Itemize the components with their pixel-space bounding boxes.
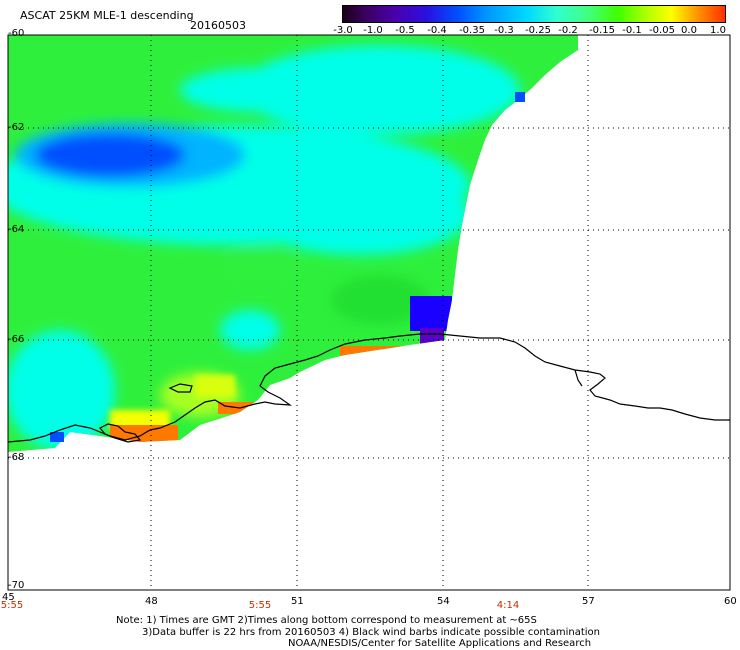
colorbar-label: -3.0	[333, 25, 353, 36]
time-label: 5:55	[248, 600, 272, 611]
time-label: 5:55	[0, 600, 24, 611]
purple-patch	[420, 328, 444, 346]
blue-pixel	[515, 92, 525, 102]
note-line-3: NOAA/NESDIS/Center for Satellite Applica…	[288, 638, 592, 649]
cyan-band-southwest	[8, 330, 115, 450]
blue-pixel-sw	[50, 432, 64, 442]
lat-tick-60: -60	[8, 28, 25, 39]
mle-swath	[8, 35, 578, 452]
cyan-band-east	[250, 175, 470, 255]
lat-tick-62: -62	[8, 122, 25, 133]
colorbar-label: -0.3	[494, 25, 514, 36]
lon-tick-45: 45	[2, 592, 15, 603]
cyan-north-west	[180, 68, 330, 112]
lon-tick-54: 54	[437, 596, 450, 607]
blue-core	[35, 133, 185, 177]
note-line-1: Note: 1) Times are GMT 2)Times along bot…	[116, 615, 537, 626]
lon-tick-51: 51	[291, 596, 304, 607]
colorbar	[342, 5, 726, 23]
lat-tick-70: -70	[8, 580, 25, 591]
colorbar-label: 1.0	[710, 25, 726, 36]
cyan-patch	[220, 310, 280, 350]
cyan-band-north	[240, 45, 520, 135]
lat-tick-66: -66	[8, 334, 25, 345]
map-date: 20160503	[190, 19, 246, 32]
lat-tick-64: -64	[8, 224, 25, 235]
yellow-patch-2	[195, 375, 235, 397]
colorbar-label: -0.35	[459, 25, 485, 36]
colorbar-label: -0.15	[589, 25, 615, 36]
coastline-island-2	[168, 383, 193, 393]
colorbar-label: -1.0	[363, 25, 383, 36]
time-label: 4:14	[496, 600, 520, 611]
lon-tick-48: 48	[145, 596, 158, 607]
green-patch	[215, 250, 305, 290]
colorbar-label: -0.4	[427, 25, 447, 36]
lat-tick-68: -68	[8, 452, 25, 463]
deep-blue-patch	[410, 296, 452, 331]
lon-tick-60: 60	[724, 596, 737, 607]
colorbar-label: -0.05	[649, 25, 675, 36]
colorbar-label: -0.1	[622, 25, 642, 36]
coastline-spur	[574, 369, 583, 387]
colorbar-label: 0.0	[681, 25, 697, 36]
coastline	[7, 333, 730, 443]
coastline-island	[99, 423, 142, 443]
colorbar-label: -0.5	[395, 25, 415, 36]
map-frame	[7, 34, 731, 591]
map-title: ASCAT 25KM MLE-1 descending	[20, 9, 194, 22]
note-line-2: 3)Data buffer is 22 hrs from 20160503 4)…	[142, 627, 600, 638]
colorbar-label: -0.25	[525, 25, 551, 36]
lon-tick-57: 57	[582, 596, 595, 607]
colorbar-label: -0.2	[558, 25, 578, 36]
green-patch-coast	[330, 275, 430, 325]
colorbar-gradient	[343, 6, 725, 22]
orange-strip-east	[340, 346, 412, 356]
